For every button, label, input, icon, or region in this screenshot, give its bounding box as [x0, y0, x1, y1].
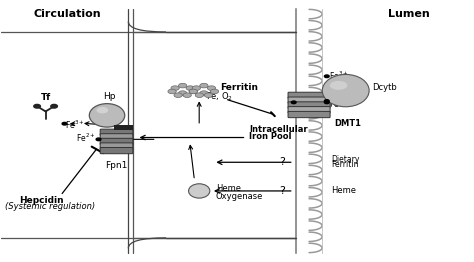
Text: (Systemic regulation): (Systemic regulation)	[5, 202, 96, 211]
Text: DMT1: DMT1	[334, 119, 361, 128]
Text: Fe$^{3+}$: Fe$^{3+}$	[65, 119, 85, 132]
FancyBboxPatch shape	[100, 129, 133, 135]
FancyBboxPatch shape	[288, 97, 330, 103]
Ellipse shape	[183, 93, 191, 97]
Ellipse shape	[200, 83, 208, 88]
Text: Tf: Tf	[40, 93, 51, 102]
FancyBboxPatch shape	[288, 102, 330, 108]
Ellipse shape	[96, 107, 108, 113]
FancyBboxPatch shape	[100, 143, 133, 149]
Ellipse shape	[192, 86, 201, 90]
Text: Dcytb: Dcytb	[372, 84, 397, 92]
Text: Hp: Hp	[103, 92, 116, 101]
Text: Hepcidin: Hepcidin	[19, 195, 64, 205]
Ellipse shape	[179, 83, 187, 88]
Text: Fe$^{2+}$: Fe$^{2+}$	[329, 98, 349, 110]
Circle shape	[324, 75, 329, 78]
Text: Ferritin: Ferritin	[220, 84, 258, 92]
Text: Fe$^{3+}$: Fe$^{3+}$	[329, 70, 349, 83]
Ellipse shape	[330, 81, 347, 90]
Ellipse shape	[200, 91, 208, 95]
Text: Oxygenase: Oxygenase	[216, 192, 263, 201]
Circle shape	[62, 122, 67, 125]
Circle shape	[324, 101, 329, 104]
Text: Circulation: Circulation	[34, 8, 101, 19]
Ellipse shape	[179, 91, 187, 95]
Text: Dietary: Dietary	[331, 155, 360, 164]
Ellipse shape	[171, 86, 179, 90]
Ellipse shape	[207, 86, 216, 90]
Ellipse shape	[186, 86, 194, 90]
Ellipse shape	[189, 89, 198, 94]
Ellipse shape	[195, 93, 203, 97]
Text: Intracellular: Intracellular	[249, 125, 308, 134]
Ellipse shape	[204, 93, 213, 97]
Text: Fe$^{2+}$: Fe$^{2+}$	[329, 97, 349, 109]
Text: Fe, O$_2$: Fe, O$_2$	[206, 91, 233, 103]
Circle shape	[34, 105, 40, 108]
Circle shape	[51, 105, 57, 108]
Text: Fpn1: Fpn1	[105, 161, 128, 170]
Text: Iron Pool: Iron Pool	[249, 132, 292, 141]
Ellipse shape	[174, 93, 182, 97]
FancyBboxPatch shape	[288, 111, 330, 118]
Text: Lumen: Lumen	[388, 8, 430, 19]
Text: Heme: Heme	[331, 187, 356, 195]
FancyBboxPatch shape	[100, 134, 133, 140]
Ellipse shape	[168, 89, 176, 94]
Ellipse shape	[189, 184, 210, 198]
Text: Heme: Heme	[216, 184, 241, 193]
Ellipse shape	[210, 89, 219, 94]
Text: ?: ?	[279, 186, 285, 196]
FancyBboxPatch shape	[288, 92, 330, 99]
Ellipse shape	[189, 89, 197, 94]
Text: Fe$^{2+}$: Fe$^{2+}$	[76, 131, 96, 144]
Text: ?: ?	[279, 157, 285, 167]
Circle shape	[96, 138, 101, 141]
Text: Ferritin: Ferritin	[331, 160, 359, 169]
Bar	[114, 125, 133, 130]
FancyBboxPatch shape	[100, 148, 133, 154]
Circle shape	[292, 101, 296, 104]
FancyBboxPatch shape	[288, 107, 330, 113]
FancyBboxPatch shape	[100, 138, 133, 145]
Ellipse shape	[89, 104, 125, 127]
Ellipse shape	[322, 74, 369, 107]
Circle shape	[324, 100, 329, 102]
